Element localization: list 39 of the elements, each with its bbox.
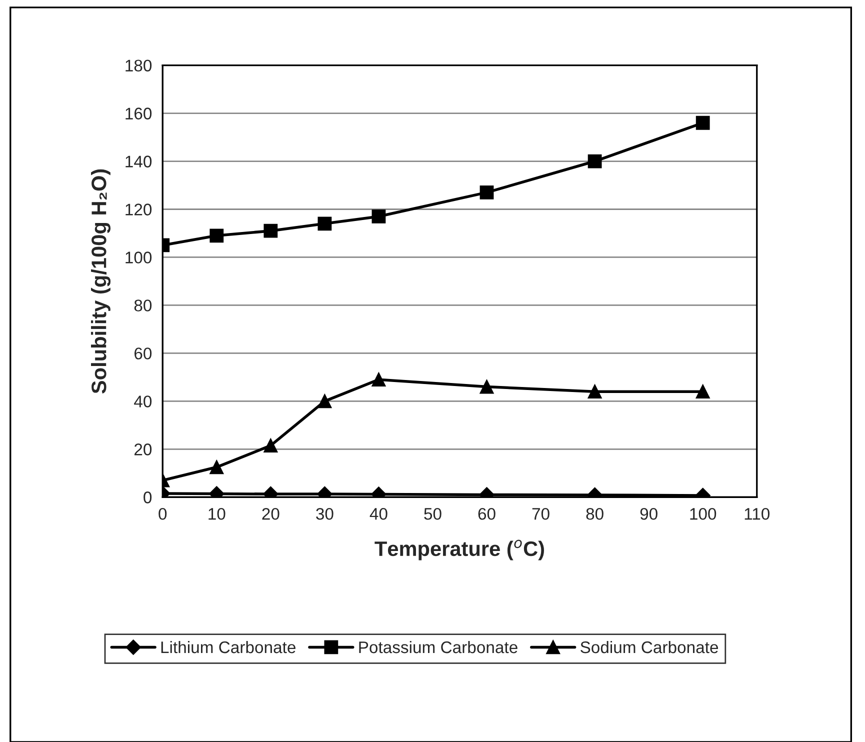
x-tick-label: 90 <box>640 508 658 520</box>
x-tick-label: 70 <box>532 508 550 520</box>
legend-label: Sodium Carbonate <box>580 640 718 654</box>
x-tick-label: 110 <box>744 508 770 520</box>
point <box>696 116 710 130</box>
y-tick-label: 180 <box>126 60 152 72</box>
legend-label: Potassium Carbonate <box>359 640 518 654</box>
x-tick-label: 80 <box>586 508 604 520</box>
x-tick-label: 50 <box>424 508 442 520</box>
point <box>588 154 602 168</box>
x-tick-label: 60 <box>478 508 496 520</box>
x-axis-title: Temperature ($^{o}$C) <box>374 540 544 560</box>
x-tick-label: 30 <box>316 508 334 520</box>
y-tick-label: 100 <box>126 252 152 264</box>
y-tick-label: 0 <box>144 492 152 504</box>
y-tick-label: 160 <box>126 108 152 120</box>
x-tick-label: 100 <box>690 508 716 520</box>
point <box>588 384 602 399</box>
y-tick-label: 80 <box>134 300 152 312</box>
x-tick-label: 0 <box>158 508 167 520</box>
point <box>480 186 494 200</box>
y-tick-label: 60 <box>134 348 152 360</box>
y-axis-title: Solubility (g/100g H₂O) <box>91 169 111 394</box>
point <box>210 228 224 243</box>
x-tick-label: 40 <box>370 508 388 520</box>
y-tick-label: 140 <box>126 156 152 168</box>
y-tick-label: 40 <box>134 396 152 408</box>
legend-label: Lithium Carbonate <box>161 640 296 654</box>
point <box>318 216 332 231</box>
x-tick-label: 10 <box>208 508 226 520</box>
point <box>480 380 494 394</box>
y-tick-label: 20 <box>134 444 152 456</box>
x-tick-label: 20 <box>262 508 280 520</box>
point <box>318 394 332 408</box>
point <box>264 224 278 238</box>
point <box>372 372 386 387</box>
point <box>696 384 710 399</box>
y-tick-label: 120 <box>126 204 152 216</box>
point <box>372 209 386 224</box>
